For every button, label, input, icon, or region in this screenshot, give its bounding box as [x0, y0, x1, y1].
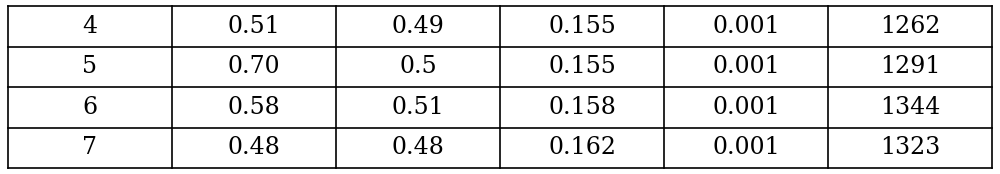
Text: 1323: 1323: [880, 136, 940, 159]
Text: 0.5: 0.5: [399, 55, 437, 78]
Text: 0.51: 0.51: [228, 15, 280, 38]
Text: 0.70: 0.70: [228, 55, 280, 78]
Text: 0.162: 0.162: [548, 136, 616, 159]
Text: 6: 6: [82, 96, 98, 119]
Text: 5: 5: [82, 55, 98, 78]
Text: 0.51: 0.51: [392, 96, 444, 119]
Text: 7: 7: [82, 136, 98, 159]
Text: 1262: 1262: [880, 15, 940, 38]
Text: 1344: 1344: [880, 96, 940, 119]
Text: 0.49: 0.49: [392, 15, 444, 38]
Text: 4: 4: [82, 15, 98, 38]
Text: 0.158: 0.158: [548, 96, 616, 119]
Text: 0.001: 0.001: [712, 15, 780, 38]
Text: 0.001: 0.001: [712, 96, 780, 119]
Text: 0.48: 0.48: [228, 136, 280, 159]
Text: 0.001: 0.001: [712, 136, 780, 159]
Text: 0.58: 0.58: [228, 96, 280, 119]
Text: 0.155: 0.155: [548, 15, 616, 38]
Text: 0.001: 0.001: [712, 55, 780, 78]
Text: 1291: 1291: [880, 55, 940, 78]
Text: 0.48: 0.48: [392, 136, 444, 159]
Text: 0.155: 0.155: [548, 55, 616, 78]
